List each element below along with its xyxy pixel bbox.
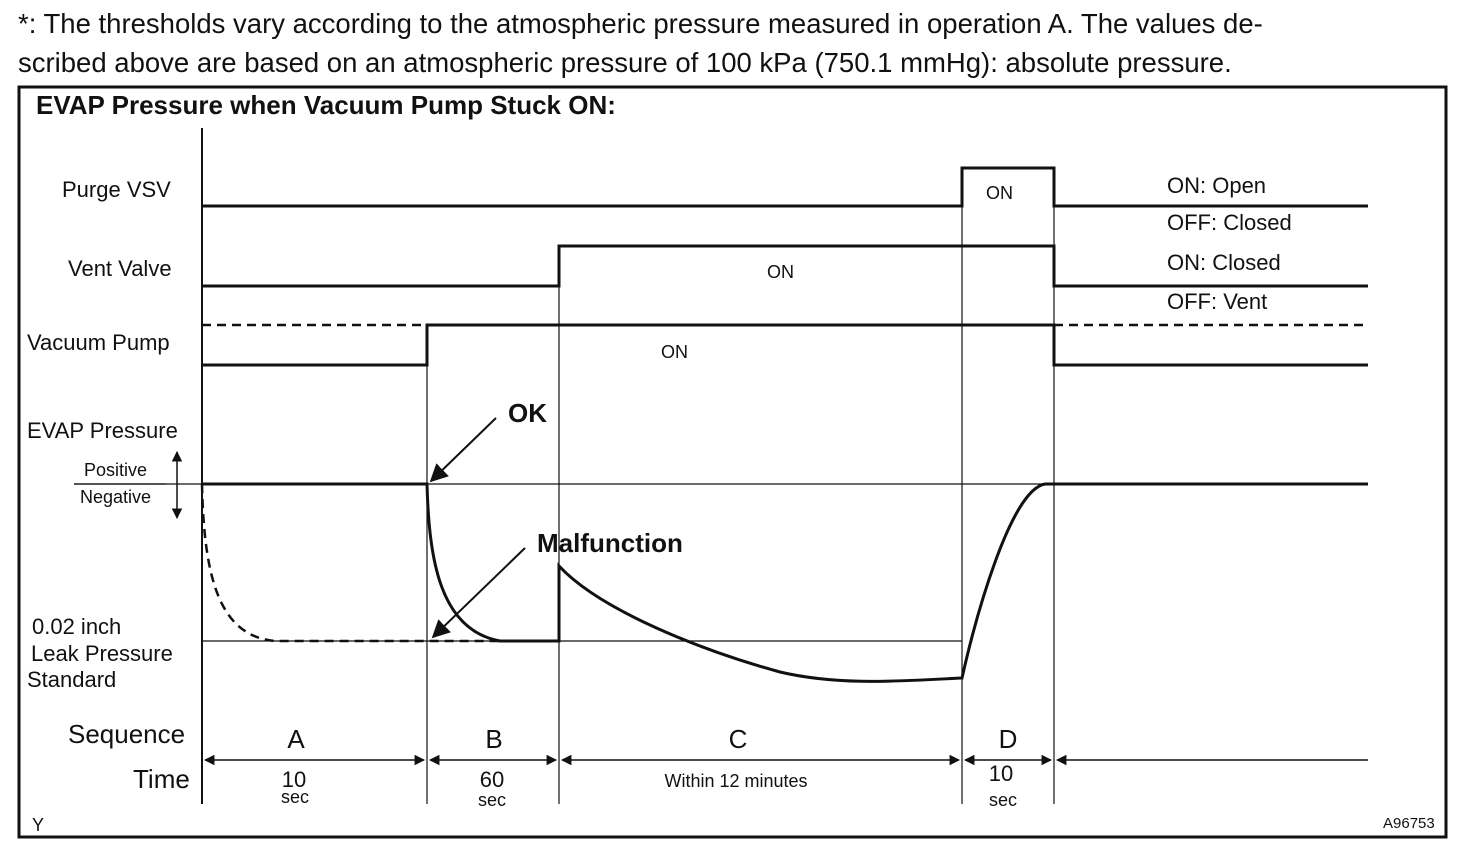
vent-valve-signal: [202, 244, 1368, 288]
evap-pressure-trace: [202, 482, 1368, 683]
ok-arrow: [429, 417, 497, 483]
phase-d-letter: D: [999, 724, 1018, 754]
ok-label: OK: [508, 398, 547, 428]
figure-id: A96753: [1383, 815, 1435, 832]
phase-a-time: 10: [282, 767, 306, 792]
leak-label-line-3: Standard: [27, 667, 116, 692]
footnote-line-2: scribed above are based on an atmospheri…: [18, 47, 1232, 78]
phase-a-time-unit: sec: [281, 787, 309, 807]
malfunction-label: Malfunction: [537, 528, 683, 558]
row-label-evap-pressure: EVAP Pressure: [27, 418, 178, 443]
vacuum-pump-signal: [202, 323, 1368, 367]
malfunction-arrow: [431, 547, 526, 639]
leak-label-line-2: Leak Pressure: [31, 641, 173, 666]
row-label-vent-valve: Vent Valve: [68, 256, 172, 281]
legend-vent-off: OFF: Vent: [1167, 289, 1267, 314]
row-label-sequence: Sequence: [68, 719, 185, 749]
phase-b-time-unit: sec: [478, 790, 506, 810]
row-label-vacuum-pump: Vacuum Pump: [27, 330, 170, 355]
purge-vsv-signal: [202, 166, 1368, 208]
corner-mark-left: Y: [32, 815, 44, 835]
pump-on-label: ON: [661, 342, 688, 362]
legend-purge-off: OFF: Closed: [1167, 210, 1292, 235]
row-label-purge-vsv: Purge VSV: [62, 177, 171, 202]
leak-label-line-1: 0.02 inch: [32, 614, 121, 639]
phase-b-time: 60: [480, 767, 504, 792]
evap-pressure-malfunction-trace: [200, 483, 500, 643]
phase-b-letter: B: [485, 724, 502, 754]
phase-boundaries: [426, 168, 1055, 804]
legend-purge-on: ON: Open: [1167, 173, 1266, 198]
row-label-time: Time: [133, 764, 190, 794]
phase-c-letter: C: [729, 724, 748, 754]
label-negative: Negative: [80, 487, 151, 507]
phase-d-time: 10: [989, 761, 1013, 786]
phase-d-time-unit: sec: [989, 790, 1017, 810]
vent-on-label: ON: [767, 262, 794, 282]
diagram-frame: [17, 85, 1448, 839]
footnote-line-1: *: The thresholds vary according to the …: [18, 8, 1263, 39]
phase-c-time: Within 12 minutes: [664, 771, 807, 791]
phase-a-letter: A: [287, 724, 305, 754]
diagram-title: EVAP Pressure when Vacuum Pump Stuck ON:: [36, 90, 616, 120]
legend-vent-on: ON: Closed: [1167, 250, 1281, 275]
label-positive: Positive: [84, 460, 147, 480]
footnote: *: The thresholds vary according to the …: [18, 4, 1458, 82]
purge-on-label: ON: [986, 183, 1013, 203]
